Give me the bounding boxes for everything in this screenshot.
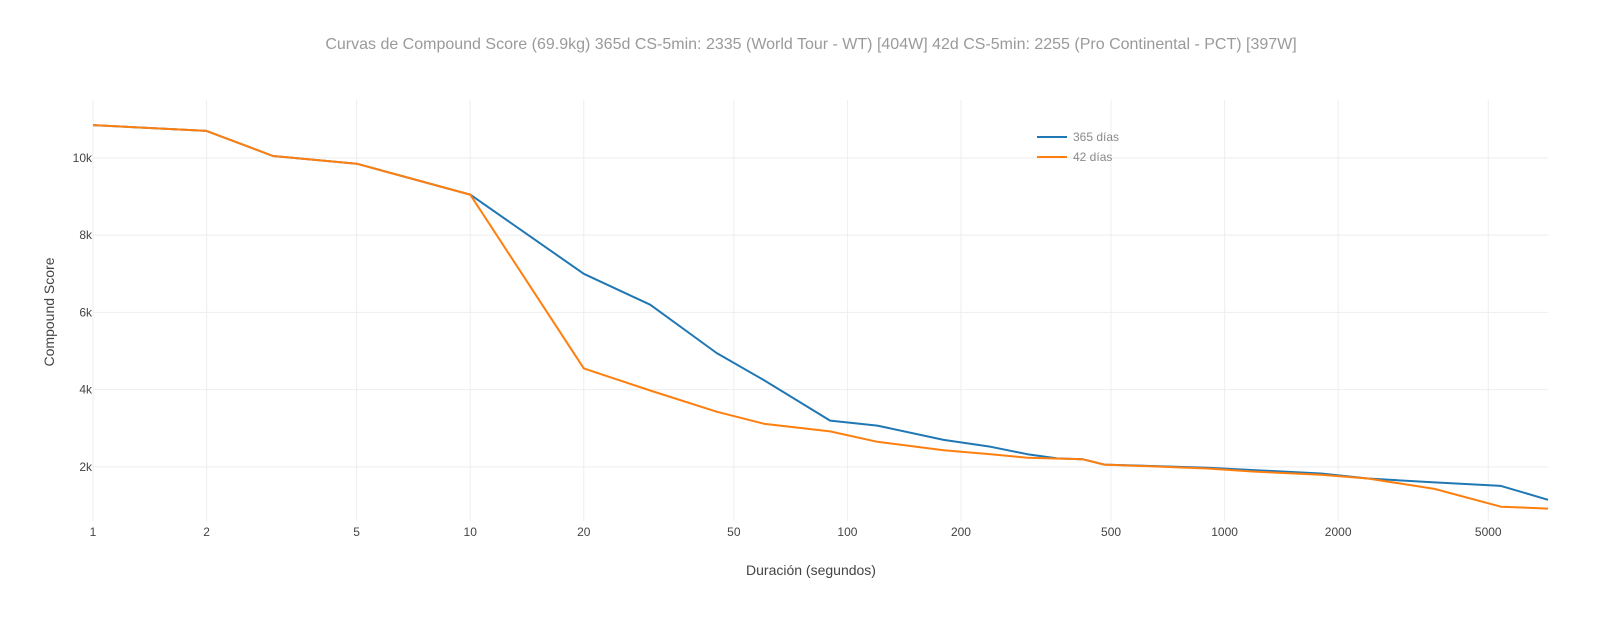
- y-tick-label: 8k: [79, 228, 93, 242]
- x-tick-label: 5: [353, 525, 360, 539]
- legend-item[interactable]: 42 días: [1037, 150, 1112, 164]
- x-tick-label: 2000: [1325, 525, 1352, 539]
- x-tick-label: 1000: [1211, 525, 1238, 539]
- x-tick-label: 2: [203, 525, 210, 539]
- x-tick-label: 100: [837, 525, 857, 539]
- y-axis-ticks: 2k 4k 6k 8k 10k: [73, 151, 93, 474]
- x-axis-title: Duración (segundos): [746, 562, 876, 578]
- x-tick-label: 500: [1101, 525, 1121, 539]
- y-tick-label: 10k: [73, 151, 93, 165]
- gridlines: [92, 100, 1548, 521]
- x-tick-label: 50: [727, 525, 741, 539]
- x-tick-label: 200: [951, 525, 971, 539]
- x-tick-label: 5000: [1475, 525, 1502, 539]
- x-tick-label: 1: [90, 525, 97, 539]
- legend-item[interactable]: 365 días: [1037, 130, 1119, 144]
- series-line-1: [92, 124, 1549, 510]
- y-axis-title: Compound Score: [41, 257, 57, 366]
- x-axis-ticks: 1 2 5 10 20 50 100 200 500 1000 2000 5000: [90, 525, 1502, 539]
- y-tick-label: 6k: [79, 305, 93, 319]
- x-tick-label: 10: [464, 525, 478, 539]
- y-tick-label: 4k: [79, 383, 93, 397]
- chart-title: Curvas de Compound Score (69.9kg) 365d C…: [325, 36, 1296, 53]
- legend-label: 42 días: [1073, 150, 1112, 164]
- legend[interactable]: 365 días 42 días: [1037, 130, 1119, 164]
- series-lines: [92, 124, 1549, 510]
- x-tick-label: 20: [577, 525, 591, 539]
- legend-label: 365 días: [1073, 130, 1119, 144]
- y-tick-label: 2k: [79, 460, 93, 474]
